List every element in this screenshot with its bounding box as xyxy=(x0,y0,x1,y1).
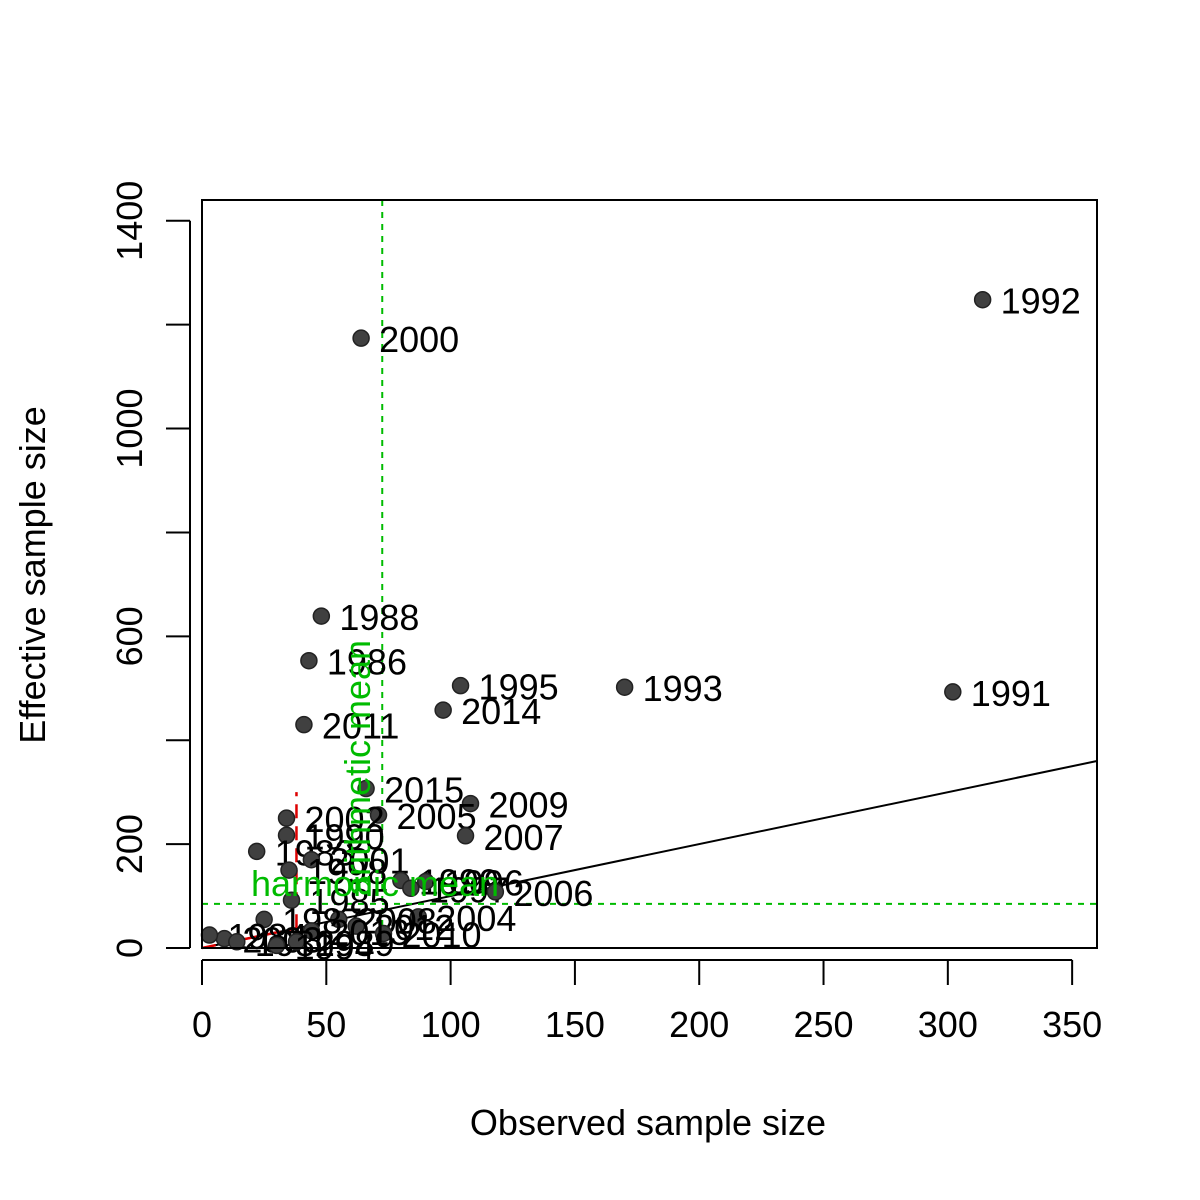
point-label: 2004 xyxy=(436,898,516,939)
red-fit-line xyxy=(201,927,297,950)
point-label: 1996 xyxy=(444,863,524,904)
point-label: 2002 xyxy=(305,799,385,840)
point-label: 2000 xyxy=(379,319,459,360)
point-label: 1992 xyxy=(1001,281,1081,322)
y-tick-label: 1000 xyxy=(109,389,150,469)
point-label: 1990 xyxy=(305,816,385,857)
data-point xyxy=(300,651,318,670)
data-point xyxy=(486,883,505,901)
y-tick-label: 600 xyxy=(109,606,150,666)
data-point xyxy=(302,850,321,869)
y-tick-label: 200 xyxy=(109,814,150,874)
data-point xyxy=(295,715,313,734)
point-label: 1998 xyxy=(307,851,387,892)
point-label: 1986 xyxy=(327,642,407,683)
x-tick-label: 350 xyxy=(1042,1004,1102,1045)
data-point xyxy=(267,936,286,955)
data-point xyxy=(282,891,301,909)
point-label: 2009 xyxy=(489,785,569,826)
point-label: 2006 xyxy=(513,873,593,914)
x-tick-label: 150 xyxy=(545,1004,605,1045)
arithmetic-mean-label: arithmetic mean xyxy=(337,640,378,896)
x-tick-label: 300 xyxy=(918,1004,978,1045)
y-tick-label: 0 xyxy=(109,938,150,958)
data-point xyxy=(451,676,470,695)
point-label: 1985 xyxy=(310,881,390,922)
data-point xyxy=(200,926,219,944)
data-point xyxy=(287,933,306,951)
data-point xyxy=(280,861,298,879)
x-axis-label: Observed sample size xyxy=(470,1102,826,1143)
data-point xyxy=(944,683,962,701)
data-point xyxy=(417,872,435,891)
point-label: 1995 xyxy=(479,667,559,708)
data-point xyxy=(312,607,331,625)
data-point xyxy=(255,910,273,929)
data-point xyxy=(402,879,420,898)
y-axis-label: Effective sample size xyxy=(12,406,53,743)
reference-layer xyxy=(201,200,1098,950)
point-label: 2014 xyxy=(461,691,541,732)
point-label: 2010 xyxy=(401,914,481,955)
identity-line xyxy=(201,760,1098,949)
harmonic-mean-label: harmonic mean xyxy=(251,863,499,904)
point-label: 1989 xyxy=(314,923,394,964)
point-label: 1988 xyxy=(339,597,419,638)
y-tick-label: 1400 xyxy=(109,181,150,261)
x-tick-label: 200 xyxy=(669,1004,729,1045)
point-label: 2015 xyxy=(384,770,464,811)
point-label: 2011 xyxy=(322,706,399,747)
x-tick-label: 0 xyxy=(192,1004,212,1045)
data-point xyxy=(329,910,348,929)
x-tick-label: 100 xyxy=(421,1004,481,1045)
point-label: 2013 xyxy=(329,912,409,953)
x-tick-label: 250 xyxy=(793,1004,853,1045)
point-label: 1993 xyxy=(643,668,723,709)
data-point xyxy=(461,794,480,813)
data-point xyxy=(434,701,452,719)
data-point xyxy=(247,842,266,861)
point-label: 1991 xyxy=(971,673,1051,714)
point-label: 2008 xyxy=(357,900,437,941)
data-point xyxy=(277,809,296,827)
point-label: 1994 xyxy=(295,926,375,967)
data-point xyxy=(347,917,365,935)
point-label: 2007 xyxy=(484,817,564,858)
data-point xyxy=(615,678,634,696)
data-point xyxy=(409,908,428,926)
data-point xyxy=(369,806,388,824)
data-point xyxy=(456,827,475,845)
data-point xyxy=(973,290,992,309)
data-point xyxy=(302,922,321,940)
x-tick-label: 50 xyxy=(306,1004,346,1045)
axes-layer: 0 50 100 150 200 250 300 350 0 200 600 1000 1400 xyxy=(109,181,1102,1045)
data-point xyxy=(357,779,375,798)
data-point xyxy=(277,826,296,845)
data-point xyxy=(352,329,370,347)
data-point xyxy=(228,933,246,951)
data-point xyxy=(374,924,393,943)
plot-frame xyxy=(201,199,1098,949)
